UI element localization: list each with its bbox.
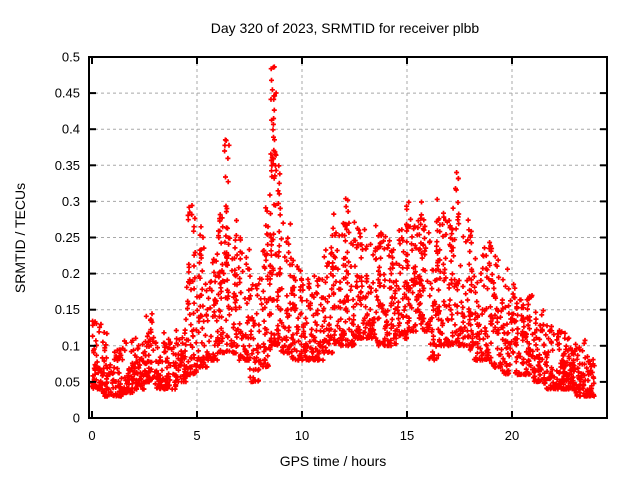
y-tick-label: 0.15 bbox=[55, 302, 80, 317]
y-tick-label: 0.35 bbox=[55, 158, 80, 173]
x-tick-label: 15 bbox=[400, 428, 414, 443]
y-tick-label: 0.3 bbox=[62, 194, 80, 209]
y-tick-label: 0.1 bbox=[62, 338, 80, 353]
y-tick-label: 0.5 bbox=[62, 50, 80, 65]
axis-ticks bbox=[89, 56, 607, 419]
y-tick-label: 0.45 bbox=[55, 86, 80, 101]
y-tick-label: 0.2 bbox=[62, 266, 80, 281]
y-tick-label: 0.05 bbox=[55, 374, 80, 389]
y-tick-label: 0 bbox=[73, 411, 80, 426]
scatter-series bbox=[89, 64, 597, 399]
x-tick-label: 10 bbox=[295, 428, 309, 443]
y-tick-label: 0.4 bbox=[62, 122, 80, 137]
x-axis-label: GPS time / hours bbox=[280, 453, 387, 469]
chart-title: Day 320 of 2023, SRMTID for receiver plb… bbox=[211, 20, 480, 36]
x-tick-label: 5 bbox=[193, 428, 200, 443]
y-axis-label: SRMTID / TECUs bbox=[12, 183, 28, 293]
x-tick-label: 20 bbox=[505, 428, 519, 443]
y-tick-label: 0.25 bbox=[55, 230, 80, 245]
x-tick-label: 0 bbox=[88, 428, 95, 443]
axis-tick-labels: 0 5 10 15 20 0 0.05 0.1 0.15 0.2 0.25 0.3 0.35 0.4 0.4… bbox=[55, 50, 520, 444]
